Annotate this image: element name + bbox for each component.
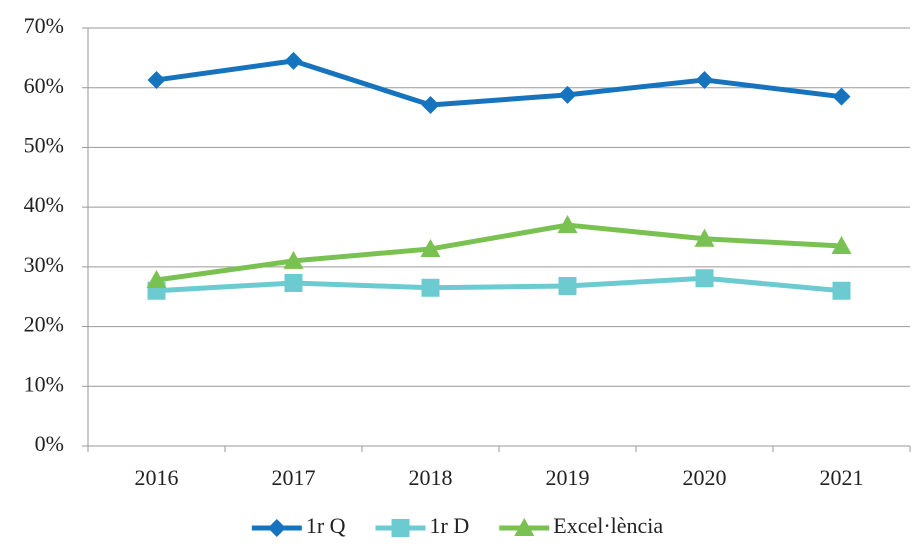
data-point (284, 51, 303, 70)
data-point (694, 228, 715, 247)
y-tick-label: 60% (24, 73, 64, 98)
data-point (832, 87, 851, 106)
data-point (283, 250, 304, 269)
x-tick-label: 2021 (820, 465, 864, 490)
y-tick-label: 50% (24, 132, 64, 157)
x-tick-label: 2019 (546, 465, 590, 490)
series-line (156, 58, 842, 108)
y-tick-label: 20% (24, 312, 64, 337)
legend-label: 1r Q (306, 513, 346, 538)
data-point (284, 273, 303, 292)
legend-marker (514, 518, 535, 536)
data-point (147, 70, 166, 89)
data-point (831, 235, 852, 254)
x-tick-label: 2020 (683, 465, 727, 490)
series-line (156, 222, 842, 283)
data-point (557, 215, 578, 234)
data-point (695, 70, 714, 89)
legend-label: Excel·lència (553, 513, 663, 538)
y-tick-label: 10% (24, 371, 64, 396)
y-tick-label: 30% (24, 252, 64, 277)
x-tick-label: 2018 (409, 465, 453, 490)
legend-marker (267, 519, 286, 537)
data-point (695, 269, 714, 288)
data-point (558, 85, 577, 104)
data-point (832, 281, 851, 300)
series-line (156, 275, 842, 294)
x-tick-label: 2016 (135, 465, 179, 490)
legend-marker (391, 519, 410, 537)
data-point (420, 238, 441, 257)
legend-label: 1r D (430, 513, 470, 538)
data-point (421, 278, 440, 297)
data-point (421, 96, 440, 115)
data-point (146, 269, 167, 288)
x-tick-label: 2017 (272, 465, 316, 490)
data-point (558, 276, 577, 295)
y-tick-label: 70% (24, 13, 64, 38)
y-tick-label: 0% (35, 431, 64, 456)
y-tick-label: 40% (24, 192, 64, 217)
